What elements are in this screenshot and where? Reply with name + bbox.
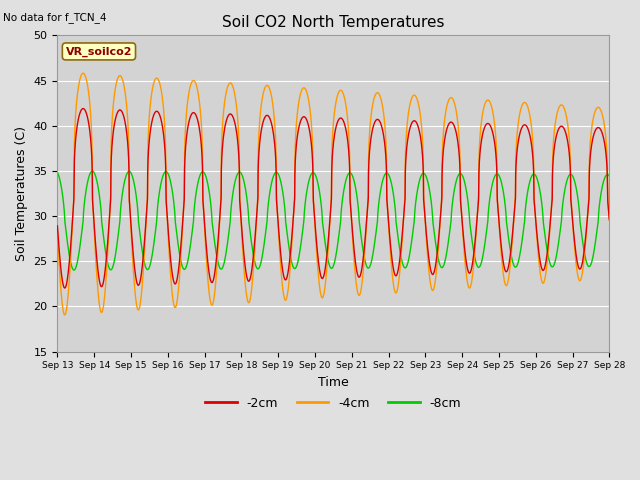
-2cm (385, 220, 392, 226)
Text: VR_soilco2: VR_soilco2 (66, 46, 132, 57)
Title: Soil CO2 North Temperatures: Soil CO2 North Temperatures (222, 15, 445, 30)
-2cm (154, 109, 162, 115)
-4cm (265, 84, 273, 89)
-8cm (88, 168, 96, 174)
-2cm (54, 223, 61, 229)
-2cm (61, 285, 68, 291)
-8cm (154, 202, 162, 207)
Legend: -2cm, -4cm, -8cm: -2cm, -4cm, -8cm (200, 392, 467, 415)
-4cm (605, 217, 613, 223)
X-axis label: Time: Time (318, 376, 349, 389)
-8cm (413, 193, 420, 199)
-8cm (70, 267, 78, 273)
-2cm (413, 120, 420, 126)
-8cm (605, 173, 613, 179)
-4cm (385, 223, 392, 228)
-8cm (385, 172, 392, 178)
-4cm (508, 250, 515, 255)
-2cm (79, 106, 87, 111)
-4cm (61, 312, 68, 318)
-8cm (465, 216, 473, 221)
-2cm (465, 270, 473, 276)
-4cm (54, 228, 61, 234)
-2cm (605, 216, 613, 222)
-4cm (154, 76, 162, 82)
-8cm (54, 169, 61, 175)
Line: -2cm: -2cm (58, 108, 609, 288)
Text: No data for f_TCN_4: No data for f_TCN_4 (3, 12, 107, 23)
-4cm (79, 70, 87, 76)
Line: -8cm: -8cm (58, 171, 609, 270)
-4cm (413, 95, 420, 101)
Y-axis label: Soil Temperatures (C): Soil Temperatures (C) (15, 126, 28, 261)
-8cm (508, 253, 515, 259)
Line: -4cm: -4cm (58, 73, 609, 315)
-2cm (265, 113, 273, 119)
-8cm (265, 200, 273, 205)
-2cm (508, 242, 515, 248)
-4cm (465, 285, 473, 291)
